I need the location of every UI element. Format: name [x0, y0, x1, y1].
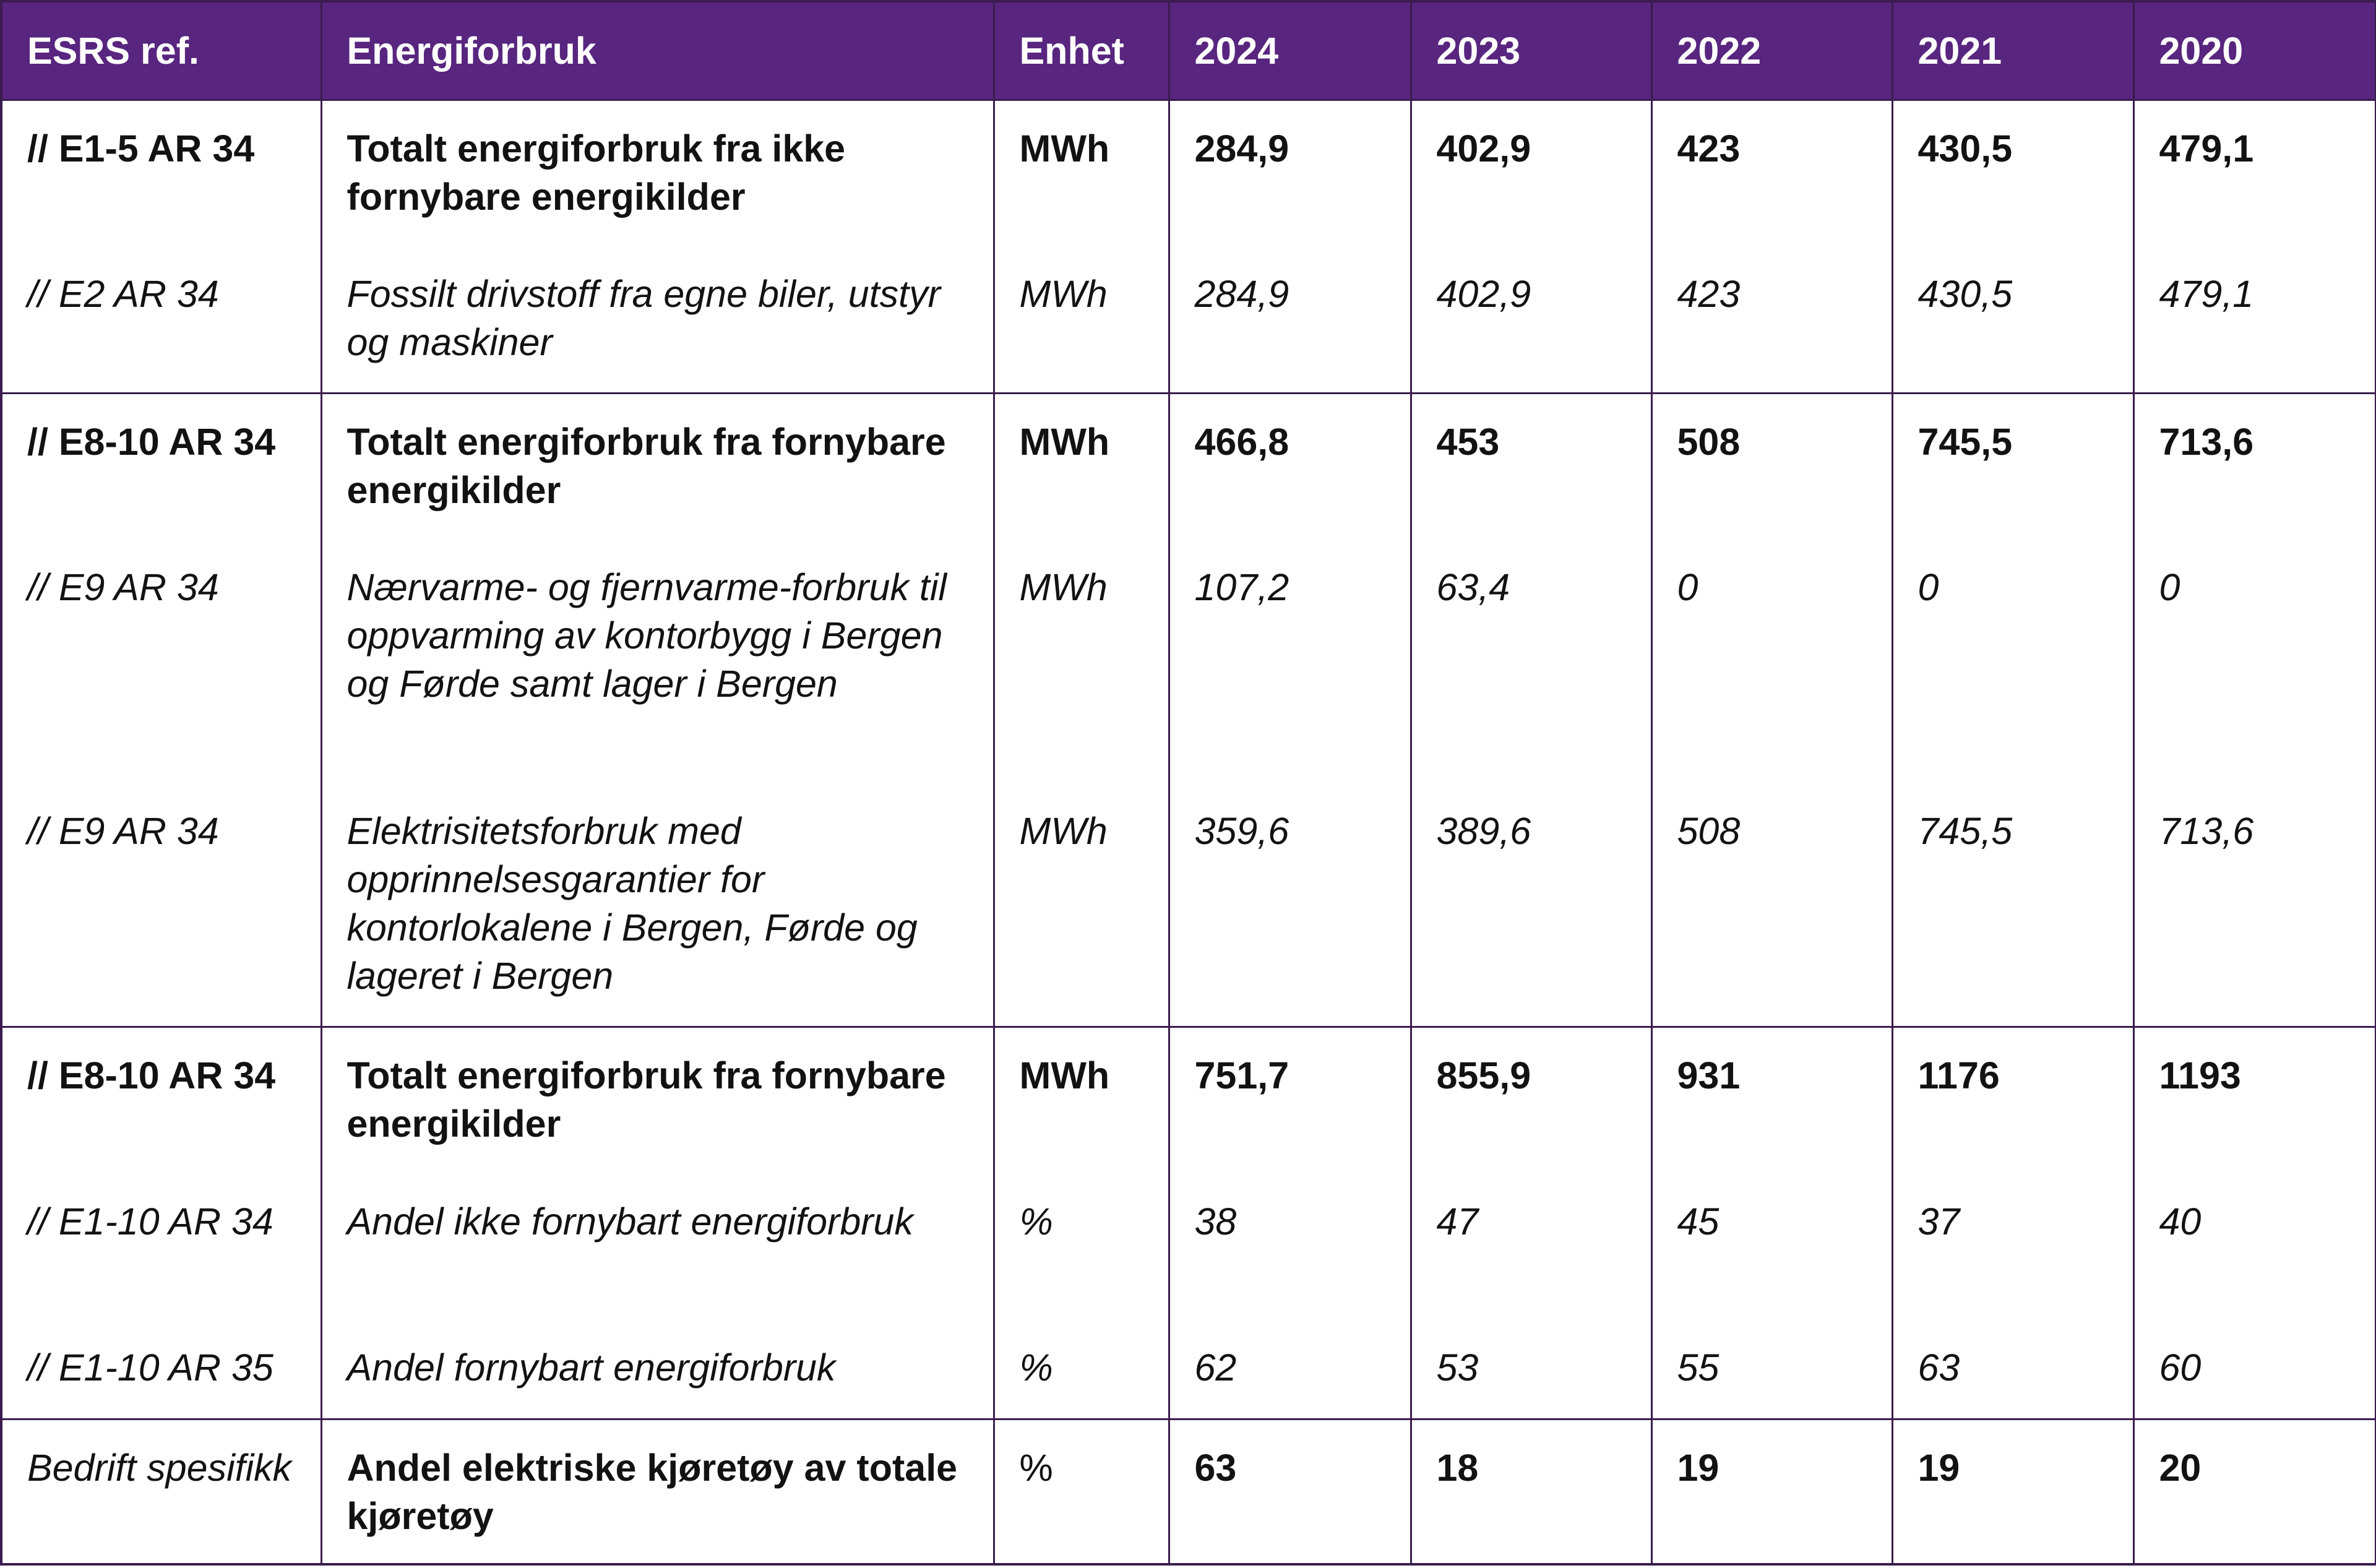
row-value-2020: 0 — [2132, 539, 2376, 783]
row-unit: MWh — [992, 246, 1170, 394]
row-value-2024: 466,8 — [1168, 392, 1412, 540]
row-value-2023: 402,9 — [1410, 246, 1653, 394]
row-unit: MWh — [992, 392, 1170, 540]
header-year-2021: 2021 — [1891, 1, 2135, 100]
header-enhet: Enhet — [992, 1, 1170, 100]
row-value-2021: 745,5 — [1891, 392, 2135, 540]
row-value-2020: 479,1 — [2132, 99, 2376, 247]
header-year-2022: 2022 — [1650, 1, 1893, 100]
row-ref: // E1-10 AR 34 — [0, 1173, 322, 1320]
table-row: // E1-10 AR 35 Andel fornybart energiforb… — [0, 1320, 2376, 1419]
table-row: Bedrift spesifikk Andel elektriske kjøret… — [0, 1418, 2376, 1564]
row-value-2022: 423 — [1650, 246, 1893, 394]
row-ref: // E8-10 AR 34 — [0, 1026, 322, 1174]
row-value-2021: 63 — [1891, 1320, 2135, 1419]
row-value-2020: 1193 — [2132, 1026, 2376, 1174]
row-unit: MWh — [992, 783, 1170, 1027]
row-label: Fossilt drivstoff fra egne biler, utstyr… — [320, 246, 995, 394]
table-row: // E9 AR 34 Nærvarme- og fjernvarme-forbr… — [0, 539, 2376, 783]
row-value-2023: 63,4 — [1410, 539, 1653, 783]
row-value-2021: 37 — [1891, 1173, 2135, 1320]
header-esrs-ref: ESRS ref. — [0, 1, 322, 100]
row-value-2021: 0 — [1891, 539, 2135, 783]
row-value-2021: 1176 — [1891, 1026, 2135, 1174]
row-label: Totalt energiforbruk fra fornybare energ… — [320, 1026, 995, 1174]
row-value-2022: 45 — [1650, 1173, 1893, 1320]
row-value-2021: 430,5 — [1891, 246, 2135, 394]
row-ref: // E2 AR 34 — [0, 246, 322, 394]
header-year-2020: 2020 — [2132, 1, 2376, 100]
row-value-2024: 63 — [1168, 1418, 1412, 1564]
row-label: Andel elektriske kjøretøy av totale kjør… — [320, 1418, 995, 1564]
row-value-2020: 60 — [2132, 1320, 2376, 1419]
row-value-2024: 107,2 — [1168, 539, 1412, 783]
row-label: Nærvarme- og fjernvarme-forbruk til oppv… — [320, 539, 995, 783]
row-label: Andel fornybart energiforbruk — [320, 1320, 995, 1419]
table-row: // E8-10 AR 34 Totalt energiforbruk fra f… — [0, 1026, 2376, 1174]
row-value-2020: 20 — [2132, 1418, 2376, 1564]
row-value-2022: 0 — [1650, 539, 1893, 783]
row-ref: // E1-10 AR 35 — [0, 1320, 322, 1419]
row-value-2023: 389,6 — [1410, 783, 1653, 1027]
row-value-2022: 423 — [1650, 99, 1893, 247]
row-value-2024: 284,9 — [1168, 99, 1412, 247]
table-row: // E1-5 AR 34 Totalt energiforbruk fra ik… — [0, 99, 2376, 247]
row-unit: % — [992, 1173, 1170, 1320]
row-value-2020: 40 — [2132, 1173, 2376, 1320]
table-body: // E1-5 AR 34 Totalt energiforbruk fra ik… — [0, 99, 2376, 1564]
row-value-2021: 745,5 — [1891, 783, 2135, 1027]
row-value-2021: 19 — [1891, 1418, 2135, 1564]
row-value-2023: 402,9 — [1410, 99, 1653, 247]
row-label: Totalt energiforbruk fra fornybare energ… — [320, 392, 995, 540]
row-value-2023: 855,9 — [1410, 1026, 1653, 1174]
row-value-2022: 508 — [1650, 392, 1893, 540]
row-value-2023: 18 — [1410, 1418, 1653, 1564]
row-value-2023: 47 — [1410, 1173, 1653, 1320]
row-unit: MWh — [992, 539, 1170, 783]
row-unit: % — [992, 1418, 1170, 1564]
row-label: Elektrisitetsforbruk med opprinnelsesgar… — [320, 783, 995, 1027]
row-ref: // E8-10 AR 34 — [0, 392, 322, 540]
row-value-2024: 38 — [1168, 1173, 1412, 1320]
header-energiforbruk: Energiforbruk — [320, 1, 995, 100]
row-label: Andel ikke fornybart energiforbruk — [320, 1173, 995, 1320]
header-row: ESRS ref. Energiforbruk Enhet 2024 2023 … — [0, 1, 2376, 100]
header-year-2023: 2023 — [1410, 1, 1653, 100]
row-ref: Bedrift spesifikk — [0, 1418, 322, 1564]
row-value-2022: 55 — [1650, 1320, 1893, 1419]
row-value-2024: 751,7 — [1168, 1026, 1412, 1174]
table-row: // E2 AR 34 Fossilt drivstoff fra egne bi… — [0, 246, 2376, 394]
row-unit: MWh — [992, 1026, 1170, 1174]
row-value-2023: 53 — [1410, 1320, 1653, 1419]
row-value-2020: 713,6 — [2132, 392, 2376, 540]
row-ref: // E9 AR 34 — [0, 539, 322, 783]
row-label: Totalt energiforbruk fra ikke fornybare … — [320, 99, 995, 247]
row-value-2024: 359,6 — [1168, 783, 1412, 1027]
row-value-2020: 479,1 — [2132, 246, 2376, 394]
table-header: ESRS ref. Energiforbruk Enhet 2024 2023 … — [0, 1, 2376, 100]
row-value-2022: 931 — [1650, 1026, 1893, 1174]
table-row: // E1-10 AR 34 Andel ikke fornybart energ… — [0, 1173, 2376, 1320]
row-value-2024: 284,9 — [1168, 246, 1412, 394]
row-value-2021: 430,5 — [1891, 99, 2135, 247]
row-unit: MWh — [992, 99, 1170, 247]
row-ref: // E1-5 AR 34 — [0, 99, 322, 247]
header-year-2024: 2024 — [1168, 1, 1412, 100]
row-ref: // E9 AR 34 — [0, 783, 322, 1027]
row-value-2024: 62 — [1168, 1320, 1412, 1419]
row-value-2023: 453 — [1410, 392, 1653, 540]
row-value-2022: 19 — [1650, 1418, 1893, 1564]
table-row: // E8-10 AR 34 Totalt energiforbruk fra f… — [0, 392, 2376, 540]
row-value-2020: 713,6 — [2132, 783, 2376, 1027]
table-row: // E9 AR 34 Elektrisitetsforbruk med oppr… — [0, 783, 2376, 1027]
row-value-2022: 508 — [1650, 783, 1893, 1027]
row-unit: % — [992, 1320, 1170, 1419]
